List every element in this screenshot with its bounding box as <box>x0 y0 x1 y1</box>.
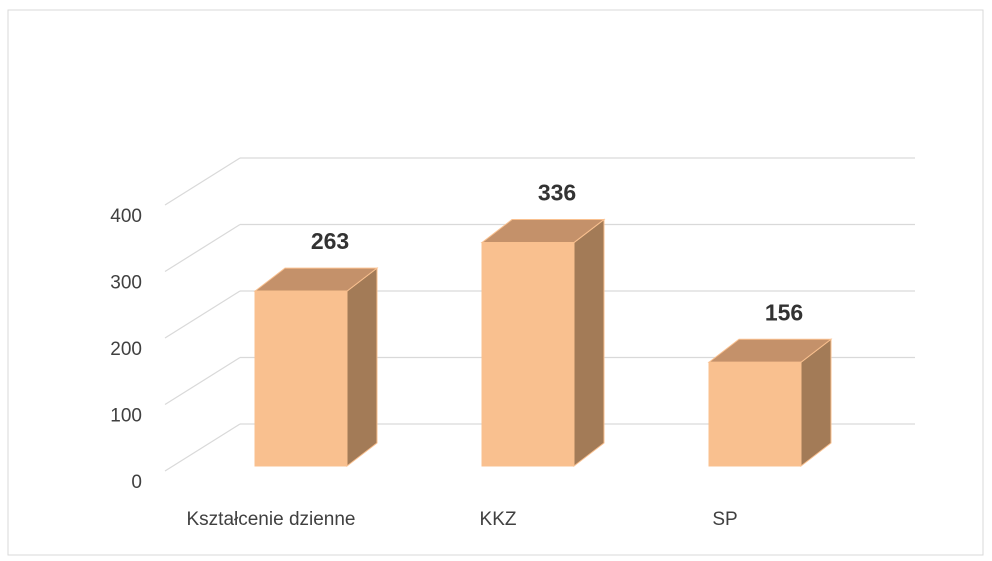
y-tick-label: 300 <box>110 273 142 294</box>
y-tick-label: 400 <box>110 206 142 227</box>
bar-side <box>346 267 378 468</box>
grid-line <box>164 423 241 472</box>
bar <box>481 242 575 467</box>
value-label: 336 <box>538 180 576 206</box>
bar <box>254 290 348 467</box>
bar-side <box>573 218 605 468</box>
x-tick-label: KKZ <box>480 509 517 530</box>
grid-line <box>164 356 241 406</box>
grid-line <box>164 157 241 206</box>
bar <box>708 361 802 467</box>
y-tick-label: 200 <box>110 339 142 360</box>
x-tick-label: SP <box>712 509 737 530</box>
y-tick-label: 100 <box>110 406 142 427</box>
grid-line <box>164 223 241 273</box>
value-label: 263 <box>311 228 349 254</box>
value-label: 156 <box>765 299 803 325</box>
x-tick-label: Kształcenie dzienne <box>187 509 356 530</box>
y-tick-label: 0 <box>131 472 142 493</box>
grid-line <box>164 290 241 339</box>
